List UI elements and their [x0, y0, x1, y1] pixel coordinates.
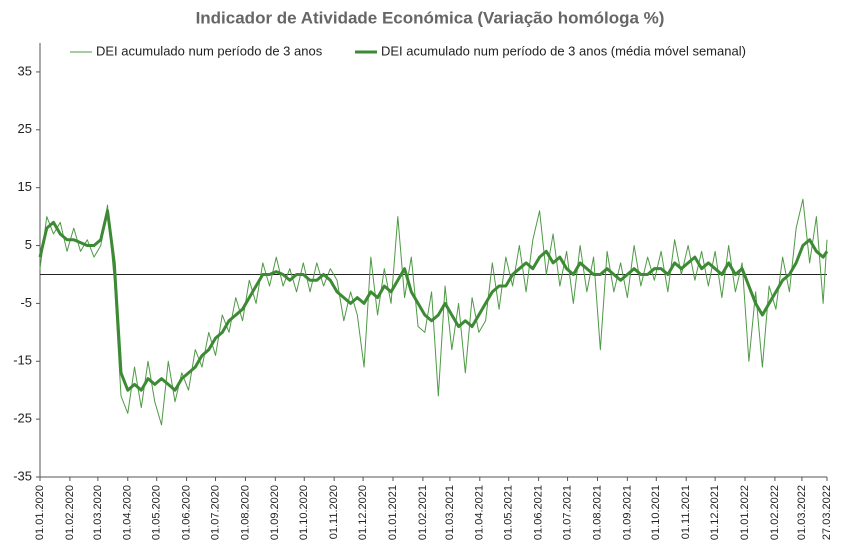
- legend-label: DEI acumulado num período de 3 anos: [96, 43, 323, 58]
- legend-label: DEI acumulado num período de 3 anos (méd…: [381, 43, 746, 58]
- x-tick-label: 01.08.2020: [239, 485, 251, 540]
- y-tick-label: -25: [13, 411, 32, 426]
- x-tick-label: 01.12.2020: [357, 485, 369, 540]
- x-tick-label: 01.05.2020: [151, 485, 163, 540]
- x-tick-label: 01.06.2020: [181, 485, 193, 540]
- x-tick-label: 01.03.2022: [796, 485, 808, 540]
- legend: DEI acumulado num período de 3 anos DEI …: [70, 43, 746, 58]
- y-tick-label: -5: [20, 295, 32, 310]
- x-tick-label: 01.01.2020: [34, 485, 46, 540]
- x-tick-label: 01.08.2021: [591, 485, 603, 540]
- y-tick-label: 15: [18, 179, 32, 194]
- x-tick-label: 01.11.2020: [328, 485, 340, 539]
- x-tick-label: 01.04.2021: [474, 485, 486, 540]
- x-tick-label: 01.03.2021: [444, 485, 456, 540]
- y-tick-label: 25: [18, 121, 32, 136]
- x-tick-label: 01.07.2020: [209, 485, 221, 540]
- x-tick-label: 01.06.2021: [533, 485, 545, 540]
- y-tick-label: 5: [25, 237, 32, 252]
- x-tick-label: 01.01.2021: [387, 485, 399, 540]
- y-tick-label: -15: [13, 353, 32, 368]
- y-tick-label: 35: [18, 63, 32, 78]
- x-tick-label: 01.09.2021: [621, 485, 633, 540]
- x-tick-label: 01.10.2020: [298, 485, 310, 540]
- x-tick-label: 01.10.2021: [650, 485, 662, 540]
- x-tick-label: 01.09.2020: [269, 485, 281, 540]
- x-tick-label: 01.01.2022: [739, 485, 751, 540]
- x-tick-label: 01.11.2021: [680, 485, 692, 539]
- x-tick-label: 01.07.2021: [561, 485, 573, 540]
- series-line: [38, 209, 829, 392]
- x-tick-label: 01.05.2021: [503, 485, 515, 540]
- x-tick-label: 01.02.2021: [417, 485, 429, 540]
- x-tick-label: 01.02.2022: [769, 485, 781, 540]
- chart-title: Indicador de Atividade Económica (Variaç…: [196, 8, 665, 27]
- x-tick-label: 01.04.2020: [122, 485, 134, 540]
- x-tick-label: 01.12.2021: [709, 485, 721, 540]
- x-tick-label: 27.03.2022: [821, 485, 833, 540]
- y-tick-label: -35: [13, 468, 32, 483]
- series-line: [39, 198, 828, 426]
- x-tick-label: 01.03.2020: [92, 485, 104, 540]
- x-tick-label: 01.02.2020: [64, 485, 76, 540]
